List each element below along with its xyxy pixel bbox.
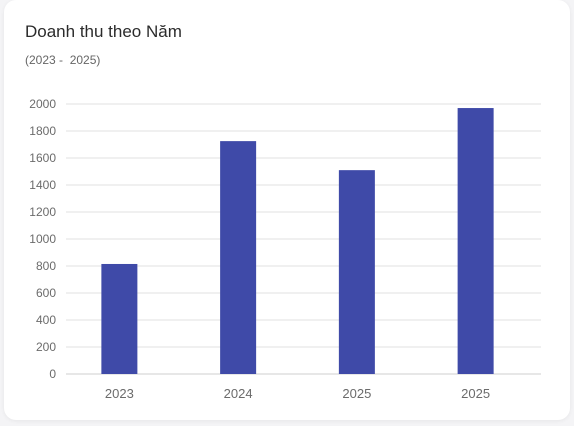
chart-subtitle: (2023 - 2025) (25, 53, 101, 67)
bar-0[interactable] (101, 263, 138, 374)
y-tick-label: 600 (36, 286, 56, 300)
y-tick-label: 1400 (29, 178, 56, 192)
x-axis-ticks: 2023 2024 2025 2025 (105, 386, 490, 401)
y-tick-label: 1600 (29, 151, 56, 165)
bar-1[interactable] (220, 141, 257, 374)
y-tick-label: 2000 (29, 97, 56, 111)
y-tick-label: 0 (49, 367, 56, 381)
y-tick-label: 1000 (29, 232, 56, 246)
chart-title: Doanh thu theo Năm (25, 22, 182, 41)
bar-2[interactable] (338, 170, 375, 374)
bars (101, 108, 494, 375)
y-axis-ticks: 0 200 400 600 800 1000 1200 1400 1600 1800 2000 (29, 97, 56, 381)
x-tick-label: 2024 (224, 386, 253, 401)
x-tick-label: 2025 (461, 386, 490, 401)
y-tick-label: 1800 (29, 124, 56, 138)
bar-3[interactable] (457, 108, 494, 375)
y-tick-label: 400 (36, 313, 56, 327)
y-tick-label: 1200 (29, 205, 56, 219)
x-tick-label: 2025 (342, 386, 371, 401)
y-tick-label: 800 (36, 259, 56, 273)
y-tick-label: 200 (36, 340, 56, 354)
x-tick-label: 2023 (105, 386, 134, 401)
